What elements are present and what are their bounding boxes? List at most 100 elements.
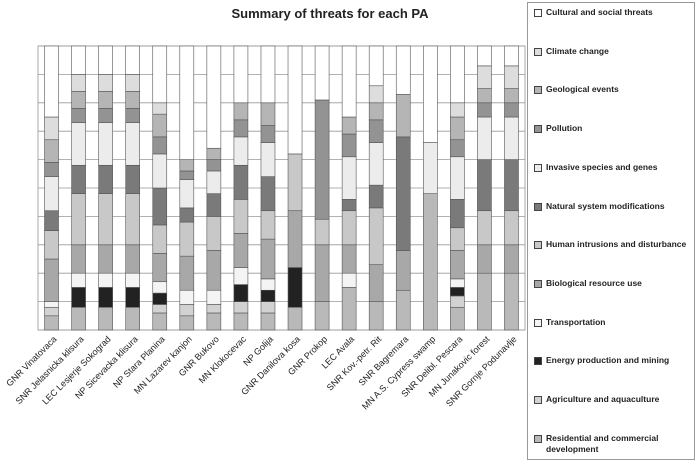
bar-segment [206,250,222,291]
bar-segment [368,45,384,87]
bar-segment [179,304,195,317]
bar-segment [504,272,519,331]
legend-item: Biological resource use [534,278,688,289]
bar-segment [206,170,222,194]
bar-segment [152,102,168,115]
bar-segment [152,45,168,104]
bar-segment [179,159,195,172]
legend-swatch [534,202,542,211]
bar-segment [206,312,222,331]
legend-swatch [534,280,542,289]
bar-segment [125,122,140,166]
bar-segment [395,45,411,95]
bar-segment [233,45,249,104]
bar-segment [450,278,465,288]
bar-segment [260,142,276,177]
bar-segment [44,45,59,118]
bar-segment [260,102,276,126]
bar-segment [98,244,113,274]
legend-item: Energy production and mining [534,355,688,366]
bar-segment [314,45,330,101]
bar-segment [450,139,465,158]
bar-segment [152,136,168,155]
bar-segment [71,193,86,246]
legend-swatch [534,396,542,405]
bar-segment [233,136,249,166]
bar-segment [98,164,113,194]
legend-label: Natural system modifications [546,200,665,211]
bar-segment [71,244,86,274]
legend-swatch [534,241,542,250]
bar-segment [44,230,59,260]
bar-segment [71,45,86,75]
legend-swatch [534,125,542,134]
legend-label: Climate change [546,45,609,56]
legend-label: Agriculture and aquaculture [546,394,660,405]
bar-segment [233,267,249,285]
bar-segment [71,287,86,308]
bar-segment [206,289,222,305]
bar-segment [98,108,113,123]
bar-segment [477,159,492,212]
bar-segment [71,306,86,331]
bar-segment [206,193,222,217]
bar-segment [450,45,465,104]
bar-segment [125,108,140,123]
bar-segment [477,102,492,118]
legend-item: Geological events [534,84,688,95]
bar-segment [287,153,303,212]
bar-segment [125,244,140,274]
bar-segment [260,210,276,240]
legend-item: Human intrusions and disturbance [534,239,688,250]
bar-segment [341,116,357,135]
bar-segment [287,267,303,308]
legend-label: Transportation [546,316,606,327]
bar-segment [179,255,195,291]
legend-swatch [534,163,542,172]
bar-segment [44,258,59,302]
bar-segment [395,93,411,138]
bar-segment [450,250,465,280]
bar-segment [368,207,384,265]
legend-item: Transportation [534,317,688,328]
bar-segment [368,301,384,331]
bar-segment [314,244,330,302]
bar-segment [260,125,276,143]
bar-segment [395,250,411,291]
bar-segment [341,133,357,158]
bar-segment [341,45,357,118]
legend-swatch [534,434,542,443]
bar-segment [44,176,59,212]
bar-segment [125,306,140,331]
bar-segment [179,45,195,160]
bar-segment [152,113,168,138]
bar-segment [125,45,140,75]
bar-segment [44,301,59,308]
bar-segment [504,88,519,104]
legend-label: Geological events [546,84,619,95]
legend-label: Residential and commercial development [546,432,659,454]
bar-segment [260,289,276,302]
bar-segment [152,153,168,189]
bar-segment [233,233,249,268]
legend-swatch [534,318,542,327]
legend-item: Pollution [534,123,688,134]
bar-segment [368,85,384,104]
bar-segment [98,74,113,92]
bar-segment [125,74,140,92]
bar-segment [341,156,357,200]
bar-segment [423,142,438,194]
bar-segment [477,210,492,246]
bar-segment [125,287,140,308]
bar-segment [179,315,195,331]
bar-segment [152,253,168,283]
bar-segment [450,227,465,251]
bar-segment [341,244,357,274]
bar-segment [450,306,465,331]
legend-label: Human intrusions and disturbance [546,239,687,250]
bar-segment [71,122,86,166]
bar-segment [71,91,86,109]
bar-segment [125,193,140,246]
bar-segment [477,116,492,160]
bar-segment [504,102,519,118]
